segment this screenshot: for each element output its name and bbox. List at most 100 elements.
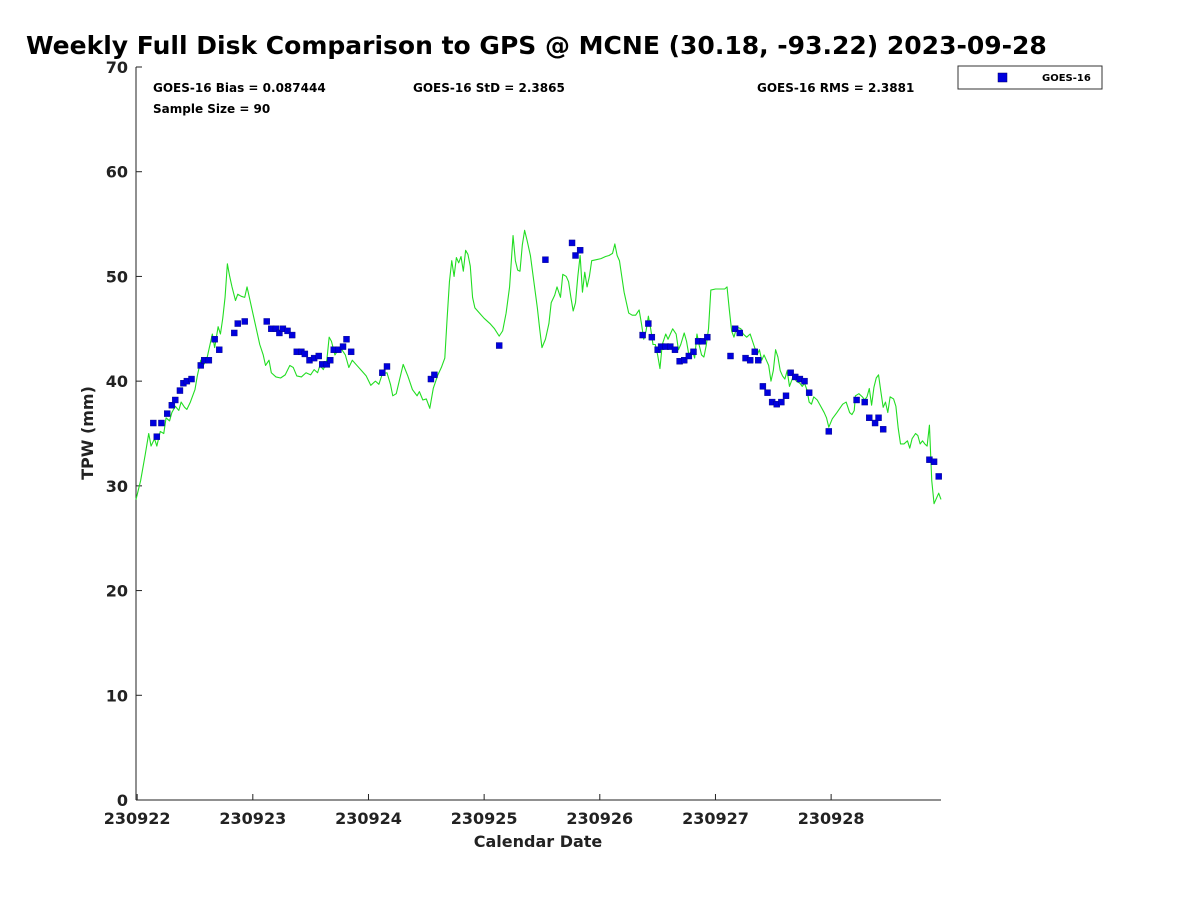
chart-title: Weekly Full Disk Comparison to GPS @ MCN…	[26, 31, 1047, 60]
goes16-point	[216, 346, 223, 353]
sample-size-stat: Sample Size = 90	[153, 102, 270, 116]
goes16-point	[751, 348, 758, 356]
y-tick-label: 10	[106, 686, 128, 705]
x-tick-label: 230927	[682, 809, 749, 828]
std-stat: GOES-16 StD = 2.3865	[413, 81, 565, 95]
goes16-point	[871, 419, 879, 427]
x-tick-label: 230923	[219, 809, 286, 828]
goes16-point	[930, 458, 938, 465]
goes16-point	[150, 419, 157, 427]
goes16-point	[866, 414, 873, 421]
goes16-point	[853, 396, 860, 404]
y-tick-label: 50	[106, 267, 128, 286]
goes16-point	[168, 402, 176, 409]
x-tick-label: 230928	[798, 809, 865, 828]
goes16-point	[935, 473, 942, 480]
goes16-point	[778, 398, 785, 406]
x-tick-label: 230924	[335, 809, 402, 828]
goes16-point	[241, 318, 248, 325]
goes16-point	[704, 333, 711, 341]
goes16-point	[727, 352, 734, 360]
goes16-point	[639, 331, 646, 339]
goes16-point	[875, 414, 882, 421]
y-tick-label: 0	[117, 791, 128, 810]
goes16-point	[801, 377, 808, 385]
goes16-point	[263, 318, 270, 325]
goes16-point	[231, 329, 238, 337]
goes16-point	[431, 371, 438, 379]
goes16-point	[383, 363, 391, 370]
goes16-point	[211, 336, 218, 343]
goes16-point	[805, 389, 813, 396]
goes16-point	[879, 426, 887, 433]
legend: GOES-16	[957, 65, 1103, 90]
goes16-series	[150, 239, 942, 480]
goes16-point	[787, 369, 794, 376]
goes16-point	[164, 410, 171, 417]
goes16-point	[339, 343, 347, 350]
x-axis-label: Calendar Date	[474, 832, 603, 851]
goes16-point	[197, 362, 204, 369]
goes16-point	[379, 369, 386, 376]
stats-block: GOES-16 Bias = 0.087444 Sample Size = 90…	[153, 81, 914, 116]
goes16-point	[568, 239, 576, 247]
legend-marker	[997, 72, 1008, 83]
goes16-point	[343, 336, 350, 343]
rms-stat: GOES-16 RMS = 2.3881	[757, 81, 914, 95]
y-tick-label: 30	[106, 477, 128, 496]
gps-line	[135, 229, 942, 505]
goes16-point	[746, 357, 754, 364]
goes16-point	[685, 352, 693, 360]
goes16-point	[205, 357, 213, 364]
goes16-point	[427, 375, 435, 383]
goes16-point	[755, 357, 762, 364]
goes16-point	[825, 428, 833, 435]
x-ticks: 230922 230923 230924 230925 230926 230927 2309…	[104, 794, 865, 828]
goes16-point	[301, 350, 309, 358]
goes16-point	[288, 331, 296, 339]
goes16-point	[671, 346, 679, 353]
y-tick-label: 70	[106, 58, 128, 77]
goes16-point	[234, 320, 241, 327]
y-axis-label: TPW (mm)	[78, 386, 97, 480]
goes16-point	[276, 329, 283, 337]
goes16-point	[576, 247, 584, 254]
goes16-point	[542, 256, 549, 263]
legend-box	[957, 65, 1103, 90]
goes16-point	[153, 433, 161, 440]
goes16-point	[648, 333, 656, 341]
goes16-point	[495, 342, 503, 349]
goes16-point	[731, 325, 739, 332]
goes16-point	[572, 252, 579, 259]
y-tick-label: 20	[106, 582, 128, 601]
gps-series	[135, 229, 942, 505]
goes16-point	[327, 357, 334, 364]
goes16-point	[681, 357, 688, 364]
plot-area: 0 10 20 30 40 50 60 70 230922 230923 230924 230925…	[104, 58, 942, 828]
x-tick-label: 230922	[104, 809, 171, 828]
x-tick-label: 230926	[566, 809, 633, 828]
goes16-point	[172, 396, 179, 404]
y-tick-label: 40	[106, 372, 128, 391]
x-tick-label: 230925	[451, 809, 518, 828]
goes16-point	[347, 348, 355, 356]
goes16-point	[645, 320, 652, 327]
goes16-point	[736, 329, 743, 337]
goes16-point	[699, 338, 706, 345]
goes16-point	[690, 348, 697, 356]
goes16-point	[861, 398, 868, 406]
y-ticks: 0 10 20 30 40 50 60 70	[106, 58, 142, 810]
goes16-point	[759, 383, 767, 390]
goes16-point	[782, 392, 790, 399]
goes16-point	[272, 325, 280, 332]
goes16-point	[764, 389, 771, 396]
bias-stat: GOES-16 Bias = 0.087444	[153, 81, 326, 95]
goes16-point	[323, 361, 331, 368]
legend-label: GOES-16	[1042, 73, 1091, 84]
goes16-point	[284, 327, 291, 335]
goes16-point	[188, 375, 195, 383]
goes16-point	[315, 352, 322, 360]
goes16-point	[158, 419, 165, 427]
y-tick-label: 60	[106, 163, 128, 182]
